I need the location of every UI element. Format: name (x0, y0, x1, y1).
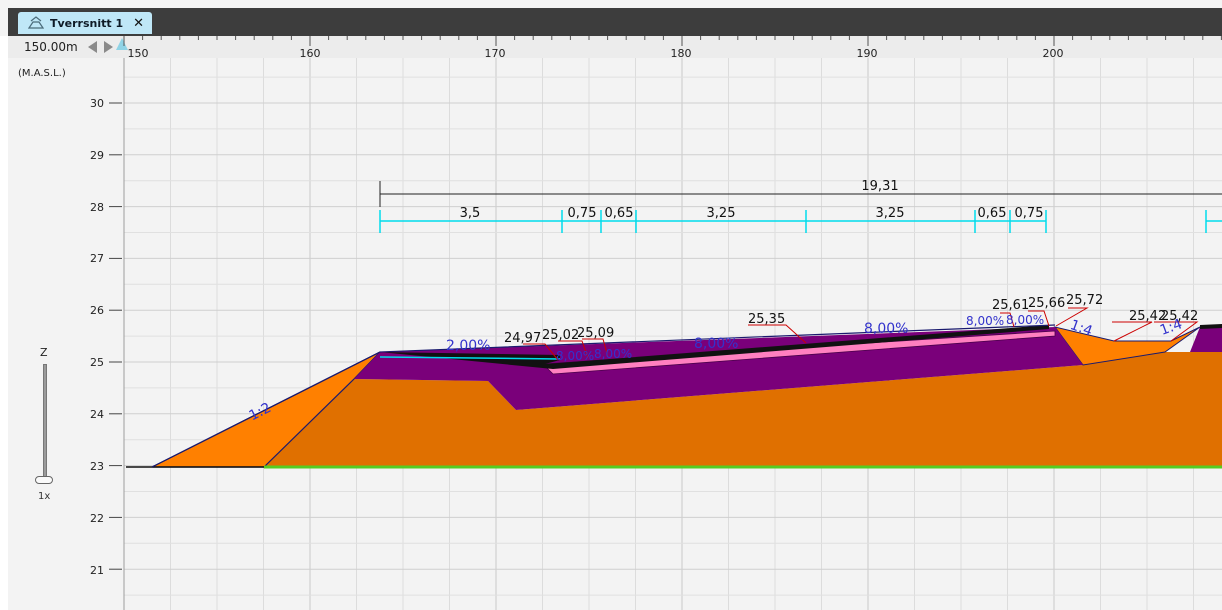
y-tick-labels: 30 29 28 27 26 25 24 23 22 21 (90, 97, 104, 577)
segment-label: 0,65 (605, 206, 634, 221)
slope-label: 8,00% (1006, 313, 1044, 327)
segment-label: 0,75 (568, 206, 597, 221)
segment-label: 0,65 (978, 206, 1007, 221)
x-tick-label: 150 (128, 47, 149, 60)
elevation-label: 25,66 (1028, 296, 1065, 311)
tab-strip (8, 8, 1222, 36)
elevation-label: 25,02 (542, 328, 579, 343)
tab-cross-section[interactable]: Tverrsnitt 1 ✕ (18, 12, 153, 34)
elevation-label: 25,35 (748, 312, 785, 327)
slope-label: 2,00% (446, 338, 490, 354)
slope-label: 8,00% (966, 314, 1004, 328)
elevation-leaders (523, 307, 1199, 361)
slope-label: 8,00% (864, 321, 908, 337)
asphalt-right (1200, 324, 1222, 329)
elevation-label: 25,42 (1129, 309, 1166, 324)
x-axis-ruler (8, 36, 1222, 58)
cross-section-icon (28, 16, 44, 29)
y-tick-label: 23 (90, 460, 104, 473)
elevation-label: 25,72 (1066, 293, 1103, 308)
zoom-level-label: 1x (38, 491, 51, 502)
subbase-layer-right (1190, 326, 1222, 352)
layers (126, 324, 1222, 469)
x-tick-label: 160 (300, 47, 321, 60)
fill-material-layer (126, 352, 1222, 467)
ruler-ticks (123, 36, 1222, 46)
y-tick-label: 30 (90, 97, 104, 110)
slope-label: 1:4 (1158, 316, 1185, 339)
slope-label: 8,00% (694, 336, 738, 352)
elevation-label: 24,97 (504, 331, 541, 346)
elevation-label: 25,09 (577, 326, 614, 341)
y-axis-units: (M.A.S.L.) (18, 68, 66, 79)
x-tick-label: 180 (671, 47, 692, 60)
surface-line-cyan (379, 356, 561, 360)
y-tick-label: 25 (90, 356, 104, 369)
x-tick-label: 190 (857, 47, 878, 60)
x-tick-label: 170 (485, 47, 506, 60)
y-tick-label: 24 (90, 408, 104, 421)
segment-label: 0,75 (1015, 206, 1044, 221)
dimensions: 19,31 3,5 0,75 0,65 3,25 3,25 0,65 0,75 (379, 179, 1222, 233)
close-icon[interactable]: ✕ (133, 15, 145, 31)
slope-label: 1:4 (1068, 317, 1095, 340)
total-width-label: 19,31 (861, 179, 898, 194)
scale-readout: 150.00m (24, 40, 78, 54)
y-tick-label: 26 (90, 304, 104, 317)
elevation-label: 25,42 (1161, 309, 1198, 324)
y-tick-label: 27 (90, 252, 104, 265)
zoom-axis-label: Z (40, 346, 48, 359)
left-slope-line (151, 324, 1056, 468)
tab-title: Tverrsnitt 1 (50, 16, 124, 30)
segment-ticks (379, 210, 1222, 233)
segment-label: 3,25 (707, 206, 736, 221)
asphalt-layer (380, 325, 1049, 369)
vertical-zoom-slider[interactable] (33, 364, 55, 494)
slope-label: 8,00% (556, 349, 594, 363)
elevation-labels: 24,97 25,02 25,09 25,35 25,61 25,66 25,7… (504, 293, 1198, 346)
position-marker-icon[interactable] (116, 38, 128, 50)
slider-thumb[interactable] (35, 476, 53, 484)
segment-label: 3,5 (460, 206, 481, 221)
elevation-label: 25,61 (992, 298, 1029, 313)
slope-labels: 1:2 2,00% 8,00% 8,00% 8,00% 8,00% 8,00% … (247, 313, 1185, 424)
y-tick-marks (109, 102, 122, 570)
x-tick-label: 200 (1043, 47, 1064, 60)
slope-label: 8,00% (594, 347, 632, 361)
x-tick-labels: 150 160 170 180 190 200 (128, 47, 1064, 60)
arrow-left-icon[interactable] (88, 41, 97, 53)
y-tick-label: 28 (90, 201, 104, 214)
arrow-right-icon[interactable] (104, 41, 113, 53)
segment-label: 3,25 (876, 206, 905, 221)
y-tick-label: 21 (90, 564, 104, 577)
y-tick-label: 22 (90, 512, 104, 525)
y-tick-label: 29 (90, 149, 104, 162)
